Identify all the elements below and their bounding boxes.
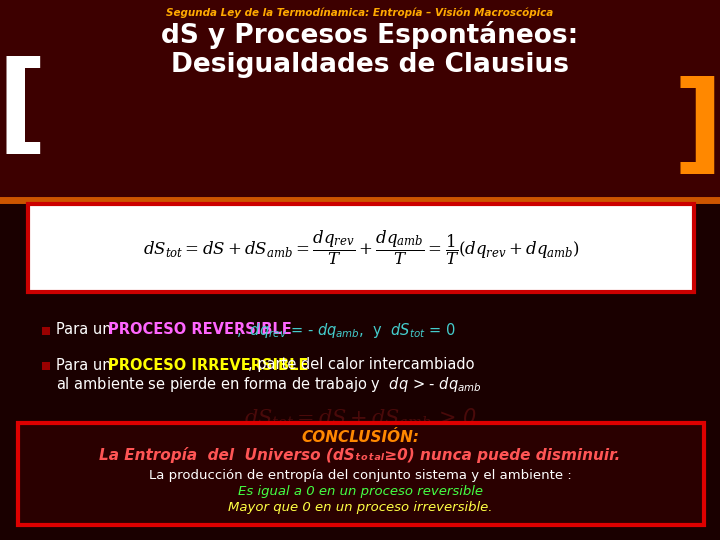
Bar [18,423,704,525]
Text: CONCLUSIÓN:: CONCLUSIÓN: [301,429,419,444]
Text: $dS_{tot} = dS + dS_{amb} = \dfrac{dq_{rev}}{T} + \dfrac{dq_{amb}}{T} = \dfrac{1: $dS_{tot} = dS + dS_{amb} = \dfrac{dq_{r… [143,229,580,267]
Text: ,  $dq_{rev}$ = - $dq_{amb}$,  y  $dS_{tot}$ = 0: , $dq_{rev}$ = - $dq_{amb}$, y $dS_{tot}… [236,321,456,340]
Text: Es igual a 0 en un proceso reversible: Es igual a 0 en un proceso reversible [238,485,482,498]
Text: Segunda Ley de la Termodínamica: Entropía – Visión Macroscópica: Segunda Ley de la Termodínamica: Entropí… [166,7,554,17]
Text: PROCESO REVERSIBLE: PROCESO REVERSIBLE [108,322,292,338]
Text: La producción de entropía del conjunto sistema y el ambiente :: La producción de entropía del conjunto s… [148,469,572,482]
Text: [: [ [0,57,48,164]
Bar [42,327,50,335]
Text: $dS_{tot} = dS + dS_{amb}$ > 0: $dS_{tot} = dS + dS_{amb}$ > 0 [244,406,476,430]
Text: Desigualdades de Clausius: Desigualdades de Clausius [171,52,569,78]
Bar [0,0,720,200]
Bar [42,362,50,370]
Text: dS y Procesos Espontáneos:: dS y Procesos Espontáneos: [161,21,579,49]
Text: Mayor que 0 en un proceso irreversible.: Mayor que 0 en un proceso irreversible. [228,502,492,515]
Text: Para un: Para un [56,322,116,338]
Bar [28,204,694,292]
Text: ]: ] [672,77,720,184]
Text: La Entropía  del  Universo (dSₜₒₜₐₗ≥0) nunca puede disminuir.: La Entropía del Universo (dSₜₒₜₐₗ≥0) nun… [99,447,621,463]
Text: , parte del calor intercambiado: , parte del calor intercambiado [248,357,474,373]
Text: PROCESO IRREVERSIBLE: PROCESO IRREVERSIBLE [108,357,308,373]
Text: Para un: Para un [56,357,116,373]
Text: al ambiente se pierde en forma de trabajo y  $dq$ > - $dq_{amb}$: al ambiente se pierde en forma de trabaj… [56,375,482,395]
